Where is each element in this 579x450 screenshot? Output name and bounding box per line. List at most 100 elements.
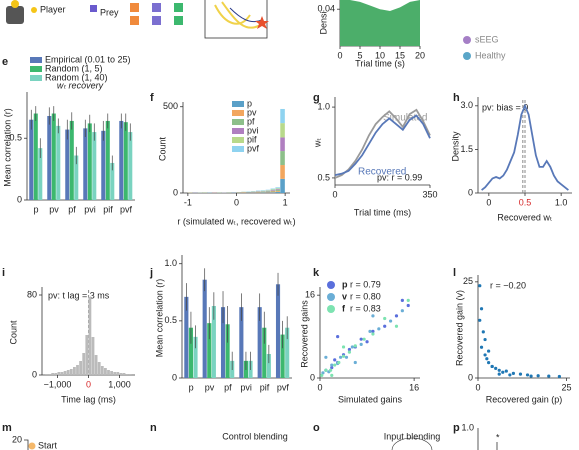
point bbox=[487, 361, 491, 365]
bar bbox=[74, 155, 79, 200]
histogram-bar bbox=[104, 368, 107, 375]
point bbox=[359, 342, 363, 346]
panel-letter: g bbox=[313, 92, 320, 104]
legend-dot bbox=[463, 36, 471, 44]
x-tick-label: −1,000 bbox=[44, 379, 72, 389]
histogram-bar bbox=[97, 362, 101, 375]
histogram-bar bbox=[270, 188, 276, 190]
x-tick-label: pvf bbox=[277, 382, 290, 392]
legend-swatch bbox=[30, 57, 42, 63]
point bbox=[490, 364, 494, 369]
x-tick-label: pf bbox=[68, 204, 76, 214]
legend-swatch bbox=[30, 66, 42, 72]
y-axis-label: Recovered gains bbox=[299, 300, 309, 368]
histogram-bar bbox=[255, 192, 261, 193]
point bbox=[347, 350, 352, 354]
legend-label: pf bbox=[247, 116, 255, 126]
legend-label: p bbox=[342, 279, 348, 289]
point bbox=[330, 366, 334, 370]
histogram-bar bbox=[275, 188, 280, 190]
prey-icon bbox=[90, 5, 97, 12]
histogram-bar bbox=[88, 297, 92, 375]
histogram-bar bbox=[275, 191, 280, 192]
x-tick-label: 10 bbox=[375, 50, 385, 60]
histogram-bar bbox=[91, 337, 95, 375]
histogram-bar bbox=[57, 372, 61, 375]
histogram-bar bbox=[54, 373, 58, 375]
point bbox=[350, 345, 354, 349]
line bbox=[334, 108, 431, 179]
y-axis-label: Recovered gain (v) bbox=[454, 290, 464, 366]
chart-title: wₜ recovery bbox=[57, 80, 104, 90]
point bbox=[394, 324, 399, 328]
y-tick-label: 0.5 bbox=[164, 315, 177, 325]
histogram-bar bbox=[63, 371, 67, 375]
histogram-bar bbox=[107, 370, 110, 375]
panel-letter: l bbox=[453, 267, 456, 279]
x-tick-label: 20 bbox=[415, 50, 425, 60]
histogram-bar bbox=[116, 372, 120, 375]
x-tick-label: 0 bbox=[486, 197, 491, 207]
histogram-bar bbox=[275, 191, 280, 193]
x-axis-label: Simulated gains bbox=[338, 394, 403, 404]
point bbox=[547, 374, 551, 378]
y-tick-label: 25 bbox=[463, 276, 473, 286]
square bbox=[174, 16, 183, 25]
line bbox=[481, 103, 569, 191]
x-axis-label: Trial time (ms) bbox=[354, 207, 411, 217]
x-tick-label: p bbox=[33, 204, 38, 214]
histogram-bar bbox=[110, 371, 113, 375]
point bbox=[320, 373, 324, 378]
point bbox=[330, 363, 334, 367]
point bbox=[365, 340, 369, 344]
bar bbox=[239, 307, 244, 378]
y-tick-label: 80 bbox=[27, 289, 37, 299]
x-tick-label: 0 bbox=[86, 379, 91, 389]
legend-swatch bbox=[232, 101, 244, 107]
legend-stat: r = 0.83 bbox=[350, 303, 381, 313]
histogram-bar bbox=[280, 165, 285, 179]
annotation: pv: t lag = 3 ms bbox=[48, 290, 110, 300]
histogram-bar bbox=[280, 137, 285, 152]
histogram-bar bbox=[76, 365, 79, 375]
x-axis-label: Trial time (s) bbox=[355, 58, 405, 68]
point bbox=[338, 355, 343, 359]
bar bbox=[87, 123, 92, 200]
point bbox=[347, 347, 352, 352]
histogram-bar bbox=[280, 108, 285, 124]
y-tick-label: 0 bbox=[172, 372, 177, 382]
x-tick-label: 0 bbox=[475, 382, 480, 392]
point bbox=[394, 314, 399, 318]
histogram-bar bbox=[94, 355, 98, 375]
point bbox=[371, 329, 375, 334]
y-axis-label: Count bbox=[157, 137, 167, 162]
bar bbox=[47, 116, 52, 200]
x-tick-label: pif bbox=[103, 204, 113, 214]
x-tick-label: 25 bbox=[561, 382, 571, 392]
panel-letter: h bbox=[453, 92, 460, 104]
area bbox=[340, 0, 420, 46]
annotation: r = −0.20 bbox=[490, 280, 526, 290]
panel-title: Control blending bbox=[222, 431, 288, 441]
annotation: pv: bias = 0 bbox=[482, 102, 528, 112]
point bbox=[479, 307, 484, 311]
trajectory bbox=[229, 7, 263, 23]
legend-label: Healthy bbox=[475, 50, 506, 60]
point bbox=[511, 371, 515, 375]
bar bbox=[285, 327, 290, 378]
legend-label: pvf bbox=[247, 143, 260, 153]
point bbox=[497, 372, 501, 376]
histogram-bar bbox=[265, 191, 271, 193]
tick-label: 20 bbox=[12, 434, 22, 444]
point bbox=[333, 358, 337, 362]
point bbox=[371, 314, 375, 318]
panel-letter: o bbox=[313, 422, 320, 434]
histogram-bar bbox=[100, 366, 104, 375]
legend-swatch bbox=[232, 119, 244, 125]
histogram-bar bbox=[275, 189, 280, 191]
legend-label: sEEG bbox=[475, 34, 499, 44]
y-axis-label: wₜ bbox=[312, 138, 322, 148]
legend-label: Random (1, 5) bbox=[45, 63, 103, 73]
y-tick-label: 0.5 bbox=[317, 172, 330, 182]
